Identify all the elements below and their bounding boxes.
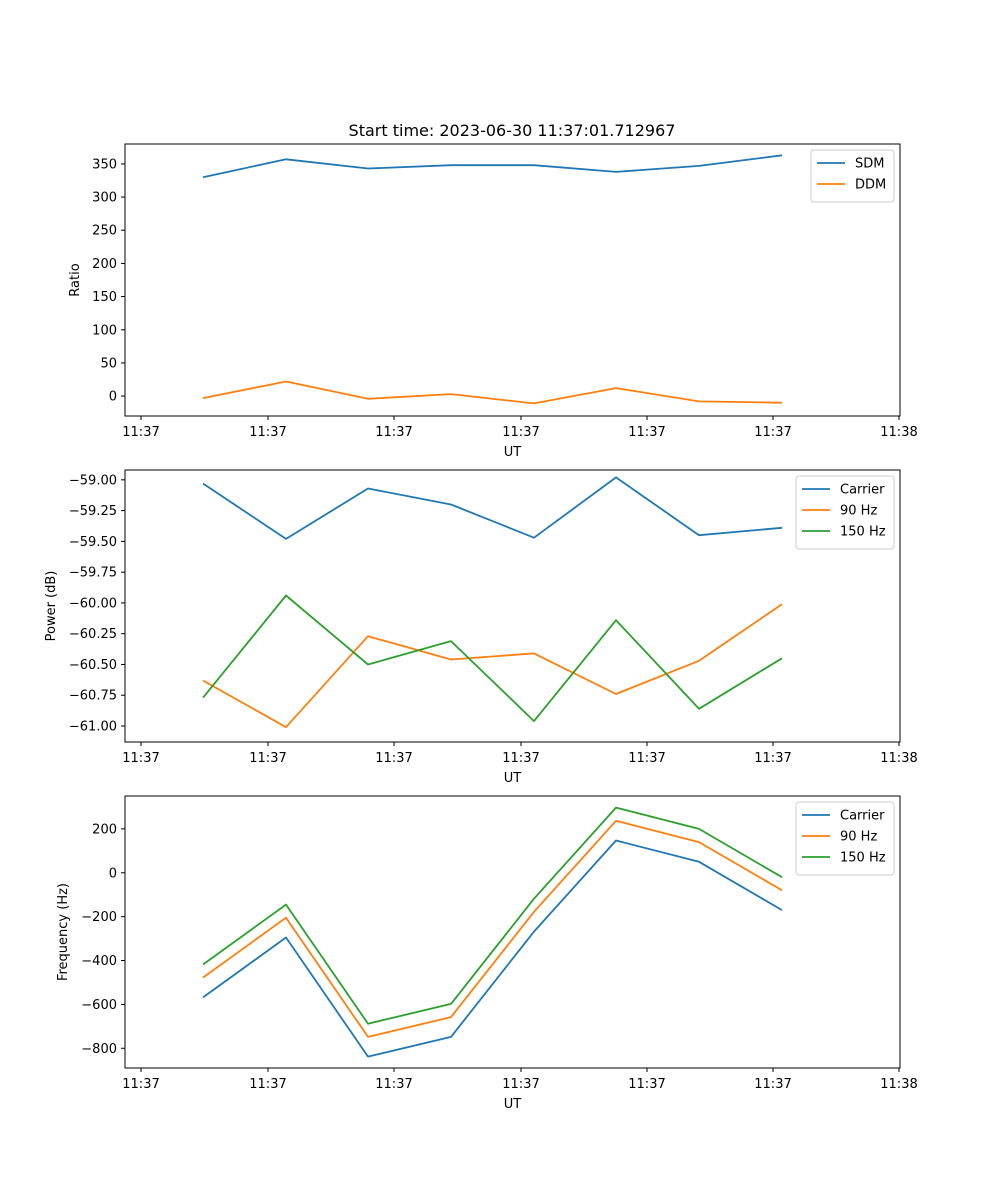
ratio-x-tick-label: 11:38 <box>880 425 917 440</box>
power-x-tick-label: 11:37 <box>249 751 286 766</box>
ratio-y-tick-label: 250 <box>92 224 117 239</box>
power-y-tick-label: −59.50 <box>69 535 117 550</box>
power-x-tick-label: 11:38 <box>880 751 917 766</box>
ratio-x-tick-label: 11:37 <box>754 425 791 440</box>
frequency-x-tick-label: 11:37 <box>628 1077 665 1092</box>
power-x-tick-label: 11:37 <box>375 751 412 766</box>
power-y-axis-label: Power (dB) <box>44 571 59 642</box>
power-x-tick-label: 11:37 <box>628 751 665 766</box>
ratio-legend-label: DDM <box>855 178 886 193</box>
power-x-tick-label: 11:37 <box>502 751 539 766</box>
frequency-x-tick-label: 11:37 <box>249 1077 286 1092</box>
ratio-y-tick-label: 50 <box>100 356 117 371</box>
power-panel: 11:37 11:37 11:37 11:37 11:37 11:37 11:38 −61.0… <box>44 469 918 786</box>
frequency-y-tick-label: −200 <box>81 910 117 925</box>
power-y-tick-label: −60.25 <box>69 627 117 642</box>
frequency-axes-frame <box>124 795 901 1069</box>
ratio-x-tick-label: 11:37 <box>628 425 665 440</box>
frequency-legend-label: Carrier <box>840 809 885 824</box>
power-y-tick-label: −59.75 <box>69 566 117 581</box>
frequency-series-90-hz-line <box>202 819 783 1038</box>
frequency-x-tick-label: 11:37 <box>754 1077 791 1092</box>
ratio-y-tick-label: 150 <box>92 290 117 305</box>
ratio-y-tick-label: 200 <box>92 257 117 272</box>
power-y-tick-label: −60.50 <box>69 658 117 673</box>
ratio-y-tick-label: 0 <box>109 390 117 405</box>
frequency-panel: 11:37 11:37 11:37 11:37 11:37 11:37 11:38 −800 −… <box>56 795 918 1112</box>
power-series-150-hz-line <box>202 594 783 722</box>
ratio-series-sdm-line <box>202 154 783 179</box>
power-x-tick-label: 11:37 <box>754 751 791 766</box>
frequency-y-tick-label: −600 <box>81 998 117 1013</box>
power-y-tick-label: −59.00 <box>69 473 117 488</box>
frequency-y-axis-label: Frequency (Hz) <box>56 883 71 981</box>
power-x-tick-label: 11:37 <box>122 751 159 766</box>
power-series-90-hz-line <box>202 603 783 729</box>
power-x-axis-label: UT <box>504 771 522 786</box>
ratio-x-tick-label: 11:37 <box>502 425 539 440</box>
power-y-tick-label: −61.00 <box>69 720 117 735</box>
ratio-y-tick-label: 300 <box>92 191 117 206</box>
ratio-legend-label: SDM <box>855 157 884 172</box>
frequency-series-150-hz-line <box>202 806 783 1025</box>
ratio-x-tick-label: 11:37 <box>122 425 159 440</box>
power-legend-label: Carrier <box>840 483 885 498</box>
frequency-y-tick-label: 200 <box>92 822 117 837</box>
ratio-panel: 11:37 11:37 11:37 11:37 11:37 11:37 11:38 0 50 10… <box>68 143 918 460</box>
frequency-legend-label: 150 Hz <box>840 851 886 866</box>
ratio-y-tick-label: 350 <box>92 157 117 172</box>
power-legend-label: 150 Hz <box>840 525 886 540</box>
figure-title: Start time: 2023-06-30 11:37:01.712967 <box>349 121 676 140</box>
power-axes-frame <box>124 469 901 743</box>
ratio-axes-frame <box>124 143 901 417</box>
frequency-y-tick-label: −800 <box>81 1042 117 1057</box>
ratio-y-tick-label: 100 <box>92 323 117 338</box>
frequency-x-tick-label: 11:37 <box>375 1077 412 1092</box>
ratio-x-axis-label: UT <box>504 445 522 460</box>
power-series-carrier-line <box>202 476 783 540</box>
frequency-legend-label: 90 Hz <box>840 830 877 845</box>
frequency-x-tick-label: 11:38 <box>880 1077 917 1092</box>
frequency-series-carrier-line <box>202 839 783 1058</box>
ratio-x-tick-label: 11:37 <box>375 425 412 440</box>
ratio-series-ddm-line <box>202 380 783 405</box>
frequency-x-axis-label: UT <box>504 1097 522 1112</box>
frequency-y-tick-label: 0 <box>109 866 117 881</box>
frequency-x-tick-label: 11:37 <box>122 1077 159 1092</box>
power-legend-label: 90 Hz <box>840 504 877 519</box>
frequency-x-tick-label: 11:37 <box>502 1077 539 1092</box>
power-y-tick-label: −60.00 <box>69 596 117 611</box>
ratio-x-tick-label: 11:37 <box>249 425 286 440</box>
power-y-tick-label: −60.75 <box>69 689 117 704</box>
frequency-y-tick-label: −400 <box>81 954 117 969</box>
ratio-y-axis-label: Ratio <box>68 263 83 296</box>
power-y-tick-label: −59.25 <box>69 504 117 519</box>
